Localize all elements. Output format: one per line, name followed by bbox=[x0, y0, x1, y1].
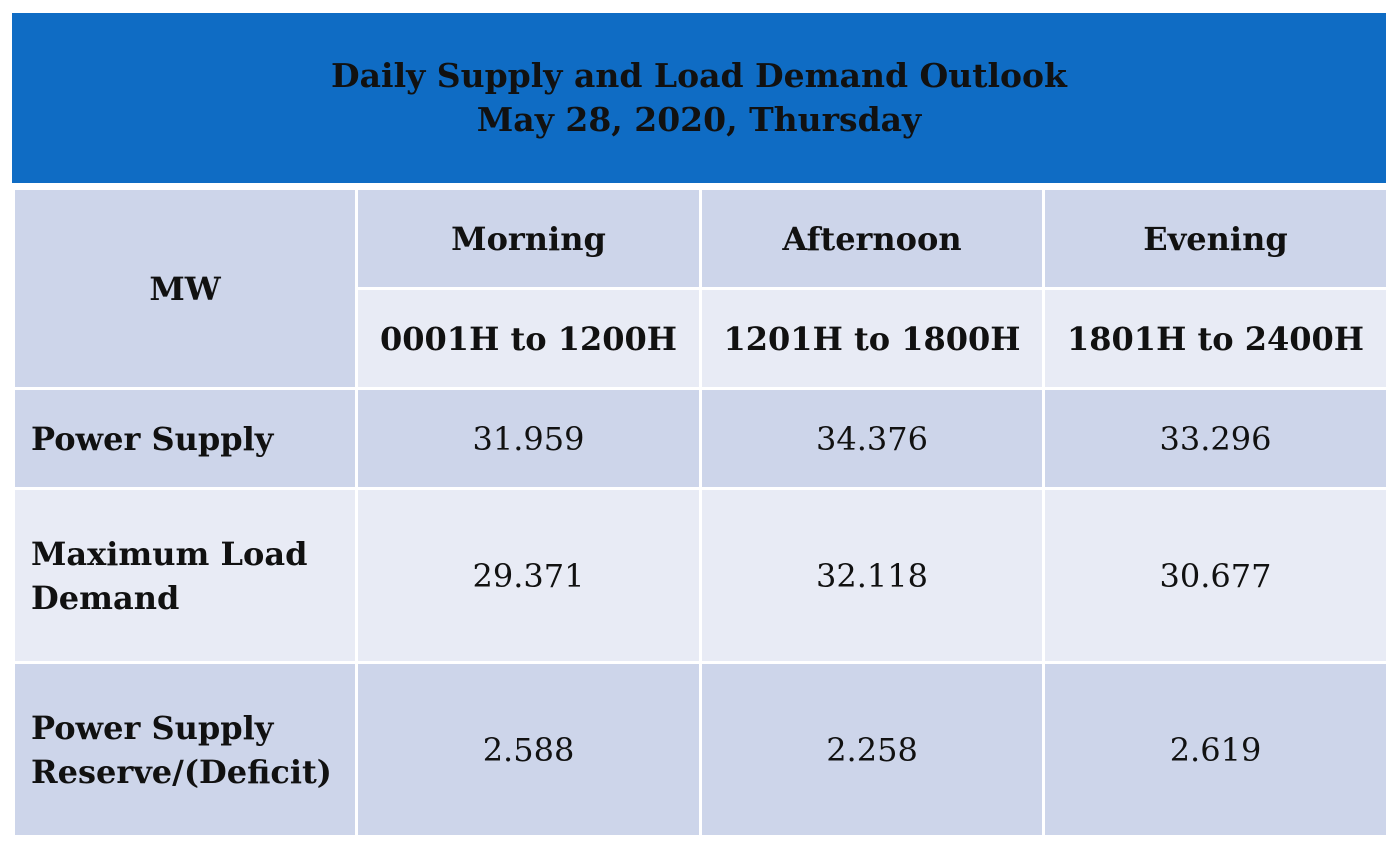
table-row-power-supply: Power Supply 31.959 34.376 33.296 bbox=[12, 387, 1389, 490]
banner-gap bbox=[12, 183, 1386, 187]
period-header-afternoon: Afternoon bbox=[699, 187, 1045, 290]
table-cell-value: 29.371 bbox=[355, 487, 702, 664]
row-label-line: Power Supply bbox=[31, 708, 274, 747]
unit-label: MW bbox=[149, 269, 221, 308]
range-header-evening: 1801H to 2400H bbox=[1042, 287, 1389, 390]
title-banner: Daily Supply and Load Demand Outlook May… bbox=[12, 13, 1386, 183]
range-header-afternoon: 1201H to 1800H bbox=[699, 287, 1045, 390]
period-header-morning: Morning bbox=[355, 187, 702, 290]
table-cell-value: 34.376 bbox=[699, 387, 1045, 490]
row-label-line: Maximum Load bbox=[31, 534, 308, 573]
row-label-power-supply: Power Supply bbox=[12, 387, 358, 490]
table-cell-value: 2.258 bbox=[699, 661, 1045, 838]
header-row-periods: MW Morning Afternoon Evening bbox=[12, 187, 1389, 390]
table-cell-value: 2.619 bbox=[1042, 661, 1389, 838]
table-row-reserve-deficit: Power Supply Reserve/(Deficit) 2.588 2.2… bbox=[12, 661, 1389, 838]
title-line-2: May 28, 2020, Thursday bbox=[476, 100, 922, 139]
row-label-reserve-deficit: Power Supply Reserve/(Deficit) bbox=[12, 661, 358, 838]
title-line-1: Daily Supply and Load Demand Outlook bbox=[331, 56, 1067, 95]
range-header-morning: 0001H to 1200H bbox=[355, 287, 702, 390]
row-label-line: Power Supply bbox=[31, 419, 274, 458]
outlook-table: MW Morning Afternoon Evening 0001H to 12… bbox=[12, 187, 1389, 838]
table-cell-value: 33.296 bbox=[1042, 387, 1389, 490]
table-row-max-load-demand: Maximum Load Demand 29.371 32.118 30.677 bbox=[12, 487, 1389, 664]
table-cell-value: 31.959 bbox=[355, 387, 702, 490]
row-label-line: Reserve/(Deficit) bbox=[31, 752, 332, 791]
unit-header-cell: MW bbox=[12, 187, 358, 390]
table-cell-value: 30.677 bbox=[1042, 487, 1389, 664]
row-label-max-load-demand: Maximum Load Demand bbox=[12, 487, 358, 664]
header-row-ranges: 0001H to 1200H 1201H to 1800H 1801H to 2… bbox=[14, 287, 1389, 390]
outlook-slide: Daily Supply and Load Demand Outlook May… bbox=[12, 13, 1389, 838]
row-label-line: Demand bbox=[31, 578, 180, 617]
period-header-evening: Evening bbox=[1042, 187, 1389, 290]
table-cell-value: 32.118 bbox=[699, 487, 1045, 664]
table-cell-value: 2.588 bbox=[355, 661, 702, 838]
